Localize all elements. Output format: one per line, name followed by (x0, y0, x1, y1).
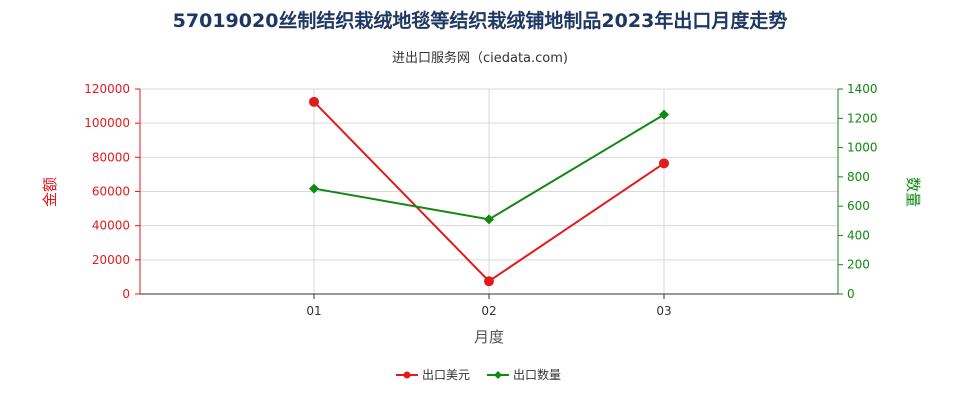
x-tick-label: 02 (481, 304, 496, 318)
y-left-tick-label: 0 (122, 287, 130, 301)
y-left-tick-label: 60000 (92, 185, 130, 199)
y-left-tick-label: 100000 (84, 116, 130, 130)
x-axis-title: 月度 (474, 328, 504, 346)
y-right-tick-label: 0 (847, 287, 855, 301)
axes (135, 88, 843, 299)
series-point-2 (659, 109, 669, 120)
y-left-tick-label: 20000 (92, 253, 130, 267)
y-left-tick-label: 120000 (84, 82, 130, 96)
legend: 出口美元 出口数量 (396, 367, 561, 382)
series-layer (309, 96, 669, 287)
series-point-2 (309, 183, 319, 194)
chart-subtitle: 进出口服务网（ciedata.com) (392, 50, 568, 66)
legend-label: 出口美元 (422, 368, 470, 382)
chart-title: 57019020丝制结织栽绒地毯等结织栽绒铺地制品2023年出口月度走势 (173, 9, 788, 32)
y-axis-right-title: 数量 (904, 177, 922, 207)
y-right-tick-label: 600 (847, 199, 870, 213)
legend-label: 出口数量 (513, 367, 561, 382)
y-left-tick-label: 80000 (92, 150, 130, 164)
legend-marker (494, 371, 502, 379)
y-axis-left-title: 金额 (41, 177, 59, 207)
y-right-tick-label: 800 (847, 170, 870, 184)
tick-labels: 0 20000 40000 60000 80000 100000 120000 0 200 400… (84, 82, 877, 318)
series-point-1 (309, 96, 319, 107)
grid-lines (140, 88, 838, 294)
y-left-tick-label: 40000 (92, 219, 130, 233)
series-point-2 (484, 214, 494, 225)
x-tick-label: 01 (306, 304, 321, 318)
y-right-tick-label: 200 (847, 258, 870, 272)
legend-marker (403, 371, 411, 379)
y-right-tick-label: 1000 (847, 141, 878, 155)
y-right-tick-label: 1200 (847, 111, 878, 125)
y-right-tick-label: 1400 (847, 82, 878, 96)
y-right-tick-label: 400 (847, 228, 870, 242)
series-point-1 (484, 276, 494, 287)
x-tick-label: 03 (656, 304, 671, 318)
series-point-1 (659, 158, 669, 169)
